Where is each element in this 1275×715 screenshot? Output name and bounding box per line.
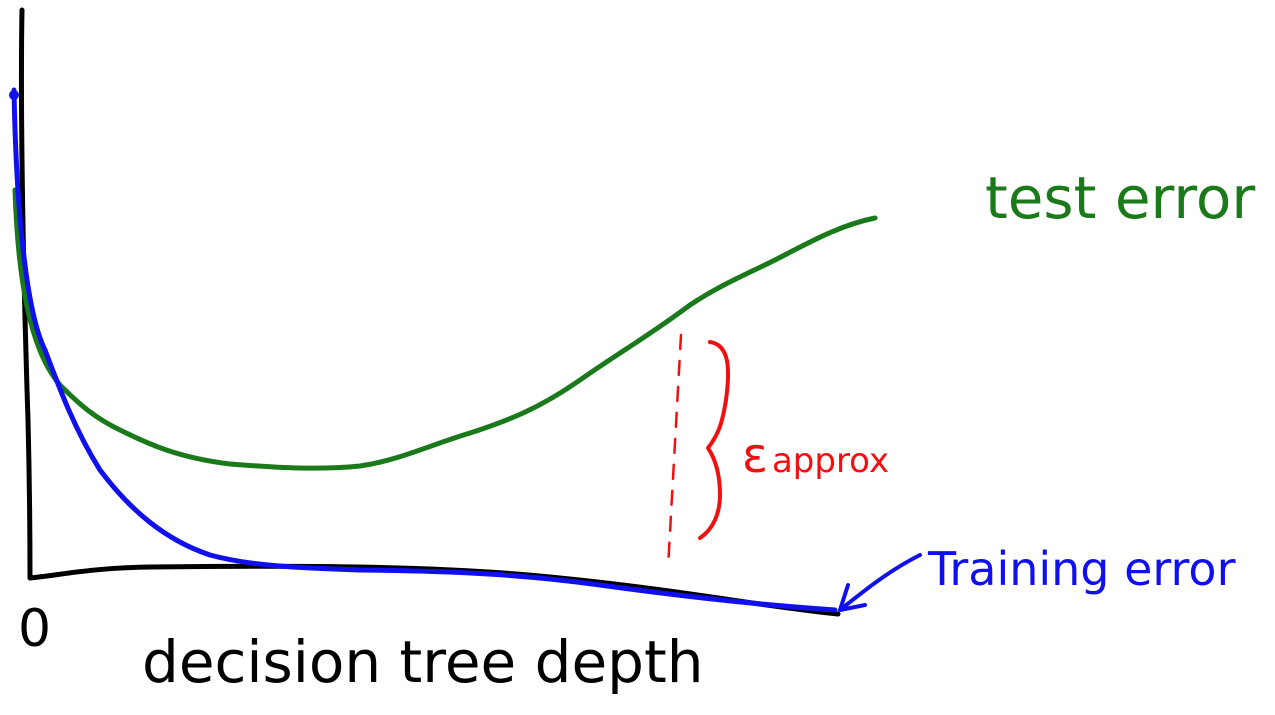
gap-subscript: approx xyxy=(772,441,889,481)
training-arrow xyxy=(838,553,922,612)
test-error-curve xyxy=(12,187,878,471)
gap-label: ε approx xyxy=(742,428,889,484)
gap-brace xyxy=(698,340,731,540)
x-axis-label: decision tree depth xyxy=(142,628,703,696)
test-error-label: test error xyxy=(985,164,1255,232)
training-error-curve xyxy=(11,87,838,613)
y-axis xyxy=(18,7,33,581)
gap-symbol: ε xyxy=(742,428,768,484)
origin-label: 0 xyxy=(18,599,51,659)
training-start-dot xyxy=(9,90,19,100)
training-error-label: Training error xyxy=(927,542,1236,596)
gap-dashed-line xyxy=(666,333,683,570)
